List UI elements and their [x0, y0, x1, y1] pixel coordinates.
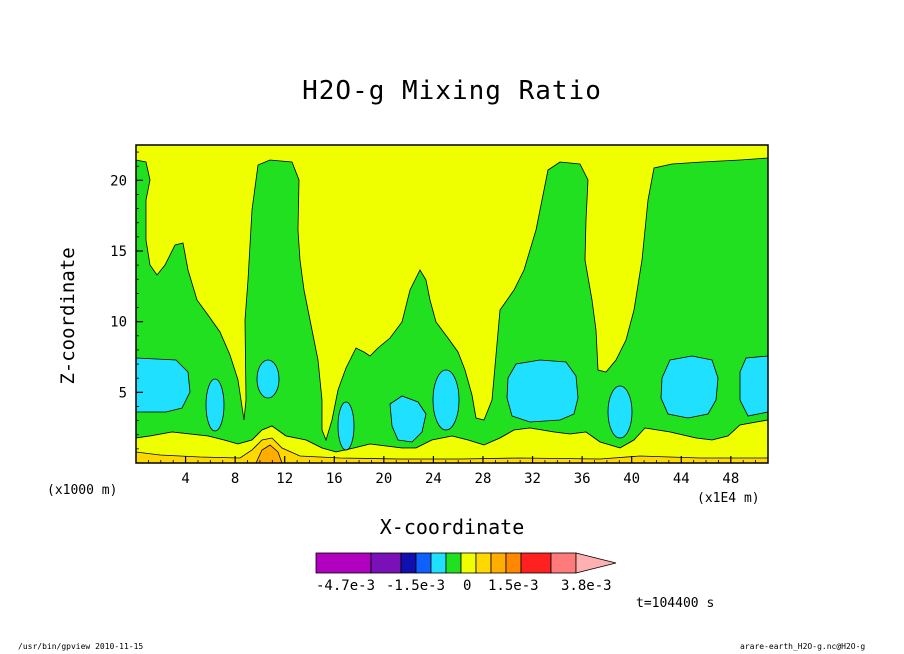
- footer-file: arare-earth_H2O-g.nc@H2O-g: [740, 642, 866, 651]
- x-tick-label: 28: [475, 471, 492, 487]
- fill-gold-band: [136, 437, 768, 463]
- x-tick-label: 48: [722, 471, 739, 487]
- colorbar-swatch: [445, 552, 462, 574]
- fill-yellow-lower: [136, 419, 768, 463]
- y-tick-label: 20: [110, 173, 127, 189]
- colorbar-swatch: [490, 552, 507, 574]
- fill-cyan-blob-6: [432, 369, 460, 431]
- x-tick-label: 4: [181, 471, 189, 487]
- colorbar-label: 3.8e-3: [561, 578, 612, 594]
- x-unit-right: (x1E4 m): [697, 491, 760, 506]
- colorbar-swatch: [400, 552, 417, 574]
- colorbar-labels: -4.7e-3 -1.5e-3 0 1.5e-3 3.8e-3: [316, 578, 612, 594]
- colorbar-label: -4.7e-3: [316, 578, 375, 594]
- chart-title: H2O-g Mixing Ratio: [302, 76, 602, 106]
- fill-cyan-blob-8: [607, 385, 633, 439]
- fill-cyan-blob-4: [337, 401, 355, 451]
- y-tick-label: 5: [119, 385, 127, 401]
- time-label: t=104400 s: [636, 596, 715, 611]
- fill-cyan-blob-1: [136, 357, 191, 413]
- x-tick-label: 12: [276, 471, 293, 487]
- x-axis-label: X-coordinate: [379, 515, 525, 539]
- x-tick-label: 32: [524, 471, 541, 487]
- x-tick-label: 40: [623, 471, 640, 487]
- colorbar-swatch: [520, 552, 552, 574]
- colorbar-label: 1.5e-3: [488, 578, 539, 594]
- colorbar-label: 0: [463, 578, 471, 594]
- x-tick-label: 20: [375, 471, 392, 487]
- y-axis: 5 10 15 20: [110, 151, 143, 450]
- fill-orange-spot: [255, 444, 283, 463]
- y-tick-label: 15: [110, 244, 127, 260]
- fill-cyan-blob-9: [660, 355, 719, 419]
- x-tick-label: 44: [673, 471, 690, 487]
- colorbar-swatch: [415, 552, 432, 574]
- plot-frame: [135, 144, 769, 464]
- colorbar-swatch: [430, 552, 447, 574]
- colorbar-swatch: [475, 552, 492, 574]
- y-tick-label: 10: [110, 315, 127, 331]
- fill-cyan-blob-10: [739, 355, 768, 417]
- x-tick-label: 8: [231, 471, 239, 487]
- colorbar-swatch: [315, 552, 372, 574]
- fill-cyan-blob-5: [389, 395, 427, 443]
- footer-program: /usr/bin/gpview 2010-11-15: [18, 642, 144, 651]
- x-axis: 4 8 12 16 20 24 28 32 36 40 44 48: [147, 456, 757, 487]
- fill-cyan-blob-3: [256, 359, 280, 399]
- colorbar-extend-arrow: [575, 552, 617, 574]
- colorbar-swatch: [550, 552, 577, 574]
- colorbar-swatch: [460, 552, 477, 574]
- x-tick-label: 16: [326, 471, 343, 487]
- colorbar-swatch: [505, 552, 522, 574]
- x-tick-label: 24: [425, 471, 442, 487]
- colorbar: [315, 552, 617, 574]
- x-unit-left: (x1000 m): [47, 483, 118, 498]
- colorbar-label: -1.5e-3: [386, 578, 445, 594]
- colorbar-swatch: [370, 552, 402, 574]
- x-tick-label: 36: [574, 471, 591, 487]
- fill-cyan-blob-7: [506, 359, 579, 423]
- fill-cyan-blob-2: [205, 378, 225, 432]
